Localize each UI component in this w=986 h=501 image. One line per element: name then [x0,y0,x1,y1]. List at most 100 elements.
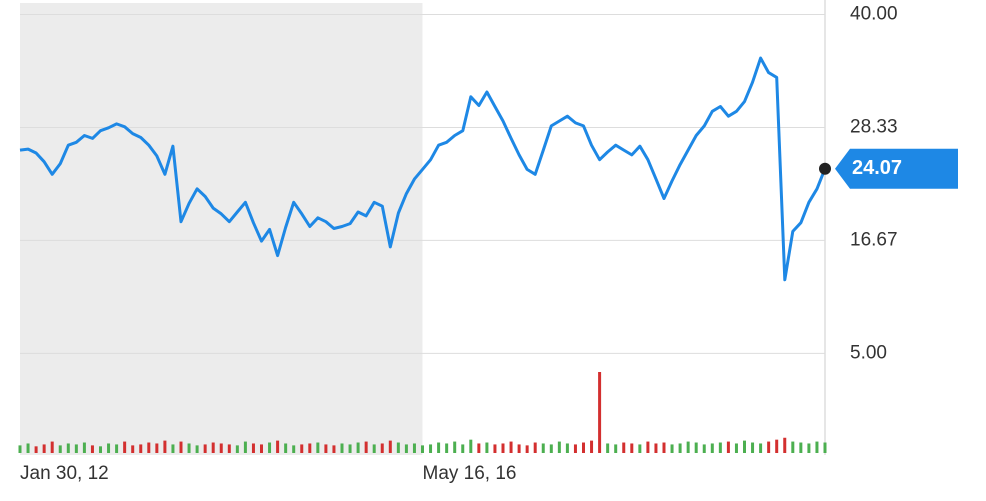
volume-bar [429,444,433,453]
shaded-period [20,3,423,455]
volume-bar [348,444,352,453]
volume-bar [726,441,730,453]
volume-bar [799,442,803,453]
volume-bar [356,442,360,453]
volume-bar [421,445,424,453]
volume-bar [759,443,763,453]
x-tick-label: Jan 30, 12 [20,463,109,484]
volume-bar [380,443,384,453]
volume-bar [807,443,811,453]
volume-bar [501,443,505,453]
volume-bar [396,442,400,453]
volume-bar [284,443,288,453]
volume-bar [82,442,86,453]
volume-bar [509,441,513,453]
volume-bar [219,443,223,453]
volume-bar [525,445,529,453]
volume-bar [791,441,795,453]
volume-bar [107,443,111,453]
volume-bar [179,441,183,453]
volume-bar [710,443,714,453]
volume-bar [461,444,465,453]
volume-bar [211,442,215,453]
volume-bar [662,442,666,453]
volume-bar [187,443,191,453]
price-tag-label: 24.07 [852,157,902,179]
volume-bar [678,443,682,453]
volume-bar [131,445,135,453]
volume-bar [147,442,151,453]
last-point [819,162,831,175]
volume-bar [251,443,255,453]
volume-bar [50,441,54,453]
volume-bar [493,444,497,453]
volume-bar [139,444,143,453]
volume-bar [300,444,304,453]
y-tick-label: 5.00 [850,342,887,363]
volume-bar [694,442,698,453]
volume-bar [235,445,239,453]
volume-bar [622,442,626,453]
volume-bar [115,444,119,453]
volume-bar [42,444,46,453]
volume-bar [582,442,585,453]
volume-bar [469,439,473,453]
volume-bar [823,442,827,453]
volume-bar [783,437,787,453]
volume-bar [751,442,755,453]
y-tick-label: 16.67 [850,229,898,250]
volume-bar [26,443,30,453]
volume-bar [324,444,328,453]
volume-bar [316,442,320,453]
volume-bar [203,444,207,453]
volume-bar [670,444,674,453]
volume-bar [227,444,231,453]
volume-bar [364,441,368,453]
volume-bar [477,443,481,453]
volume-bar [718,442,722,453]
volume-bar [573,444,577,453]
volume-bar [99,446,102,453]
y-tick-label: 40.00 [850,4,898,25]
volume-bar [34,446,38,453]
volume-bar [437,442,441,453]
volume-bar [268,442,272,453]
volume-bar [340,443,344,453]
volume-bar [614,444,618,453]
volume-bar [123,441,127,453]
volume-bar [815,441,819,453]
volume-bar [654,443,658,453]
volume-bar [332,445,336,453]
volume-bar [155,443,159,453]
x-tick-label: May 16, 16 [423,463,517,484]
volume-bar [372,444,376,453]
price-tag [835,148,958,189]
volume-bar [74,444,78,453]
volume-bar [767,441,771,453]
volume-bar [533,442,537,453]
volume-bar [66,443,70,453]
volume-bar [590,440,594,453]
volume-bar [743,440,746,453]
volume-bar [260,444,263,453]
volume-bar [18,445,22,453]
volume-bar [412,443,416,453]
volume-bar [734,443,738,453]
volume-bar [557,441,561,453]
volume-bar [453,441,457,453]
volume-bar [171,444,175,453]
volume-bar [517,444,521,453]
volume-bar [702,444,706,453]
volume-bar [388,440,392,453]
volume-bar [404,444,408,453]
volume-bar [243,441,247,453]
volume-bar [485,442,489,453]
volume-bar [646,441,650,453]
volume-bar [90,445,94,453]
volume-bar [638,444,642,453]
y-tick-label: 28.33 [850,117,898,138]
volume-bar [630,443,634,453]
volume-bar [565,443,569,453]
volume-bar [163,440,167,453]
